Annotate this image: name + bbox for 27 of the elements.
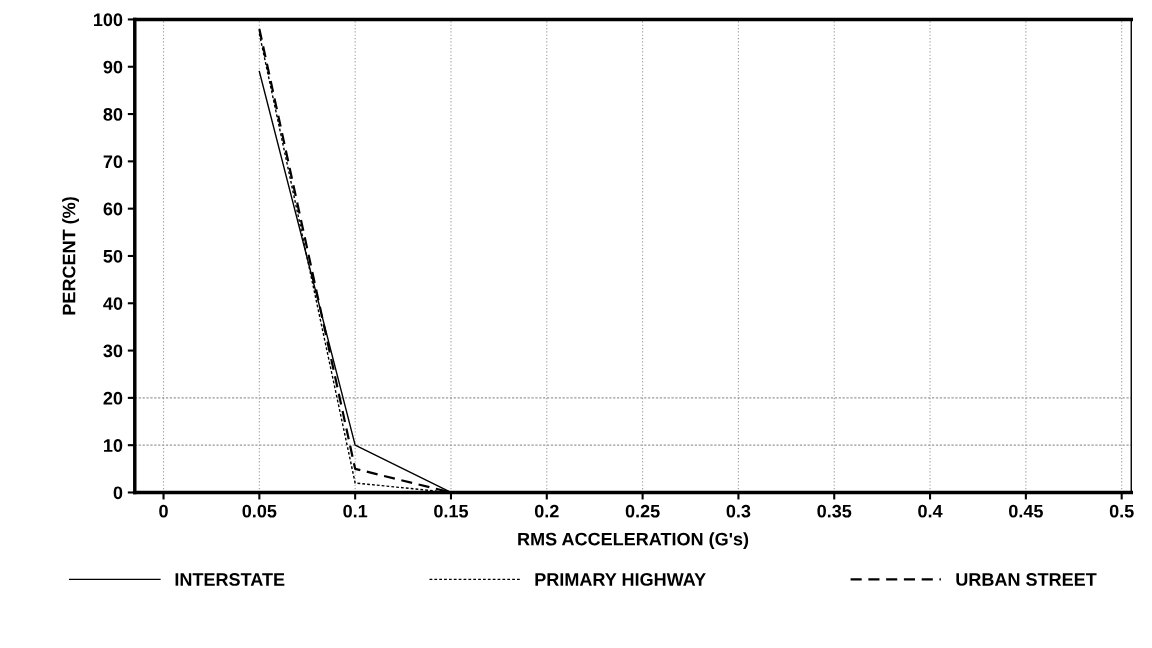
y-tick-label: 30: [103, 344, 123, 358]
x-tick-label: 0.35: [817, 504, 852, 518]
legend-label: URBAN STREET: [956, 573, 1097, 586]
y-tick-label: 70: [103, 155, 123, 169]
y-tick-label: 50: [103, 249, 123, 263]
y-axis-title: PERCENT (%): [62, 197, 79, 315]
x-tick-label: 0.2: [534, 504, 559, 518]
x-tick-label: 0: [159, 504, 168, 518]
x-tick-label: 0.45: [1009, 504, 1043, 518]
y-tick-label: 20: [103, 391, 123, 405]
y-tick-label: 0: [113, 486, 123, 500]
x-tick-label: 0.5: [1109, 504, 1134, 518]
x-tick-label: 0.15: [434, 504, 469, 518]
y-tick-label: 40: [103, 297, 123, 310]
x-tick-label: 0.05: [242, 504, 277, 518]
x-tick-label: 0.3: [726, 504, 751, 518]
y-tick-label: 60: [103, 202, 123, 216]
x-axis-title: RMS ACCELERATION (G's): [518, 532, 749, 550]
y-tick-label: 10: [104, 439, 123, 452]
x-tick-label: 0.1: [343, 504, 368, 518]
x-tick-label: 0.25: [625, 504, 660, 518]
y-tick-label: 80: [103, 107, 123, 121]
y-tick-label: 90: [103, 60, 123, 74]
y-tick-label: 100: [93, 13, 123, 27]
legend-label: PRIMARY HIGHWAY: [535, 573, 706, 586]
x-tick-label: 0.4: [918, 504, 943, 518]
legend-label: INTERSTATE: [175, 573, 285, 586]
